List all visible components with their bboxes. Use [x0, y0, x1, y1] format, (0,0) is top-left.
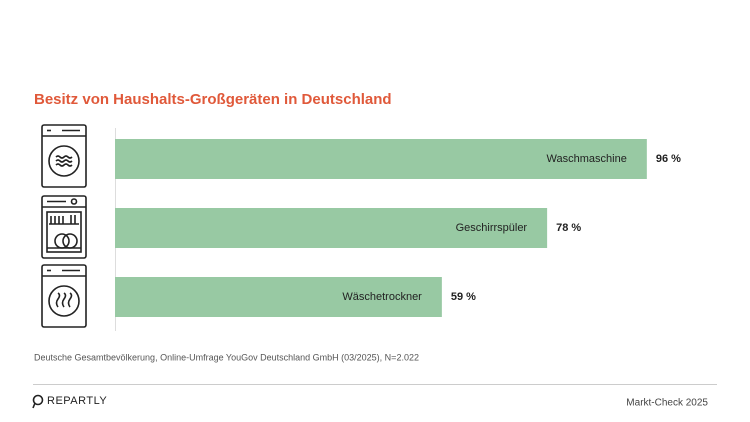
category-label: Waschmaschine: [547, 153, 627, 165]
category-label: Wäschetrockner: [342, 291, 422, 303]
chart-title: Besitz von Haushalts-Großgeräten in Deut…: [34, 91, 392, 108]
source-note: Deutsche Gesamtbevölkerung, Online-Umfra…: [34, 352, 419, 362]
dishwasher-icon: [41, 195, 87, 259]
category-label: Geschirrspüler: [456, 222, 528, 234]
bar: [115, 139, 647, 179]
logo-mark: [32, 394, 44, 409]
bar: [115, 277, 442, 317]
value-label: 78 %: [556, 222, 581, 234]
bar: [115, 208, 548, 248]
value-label: 96 %: [656, 153, 681, 165]
footer-label: Markt-Check 2025: [626, 398, 708, 409]
washer-icon: [41, 124, 87, 188]
value-label: 59 %: [451, 291, 476, 303]
brand: REPARTLY: [47, 395, 107, 407]
dryer-icon: [41, 264, 87, 328]
